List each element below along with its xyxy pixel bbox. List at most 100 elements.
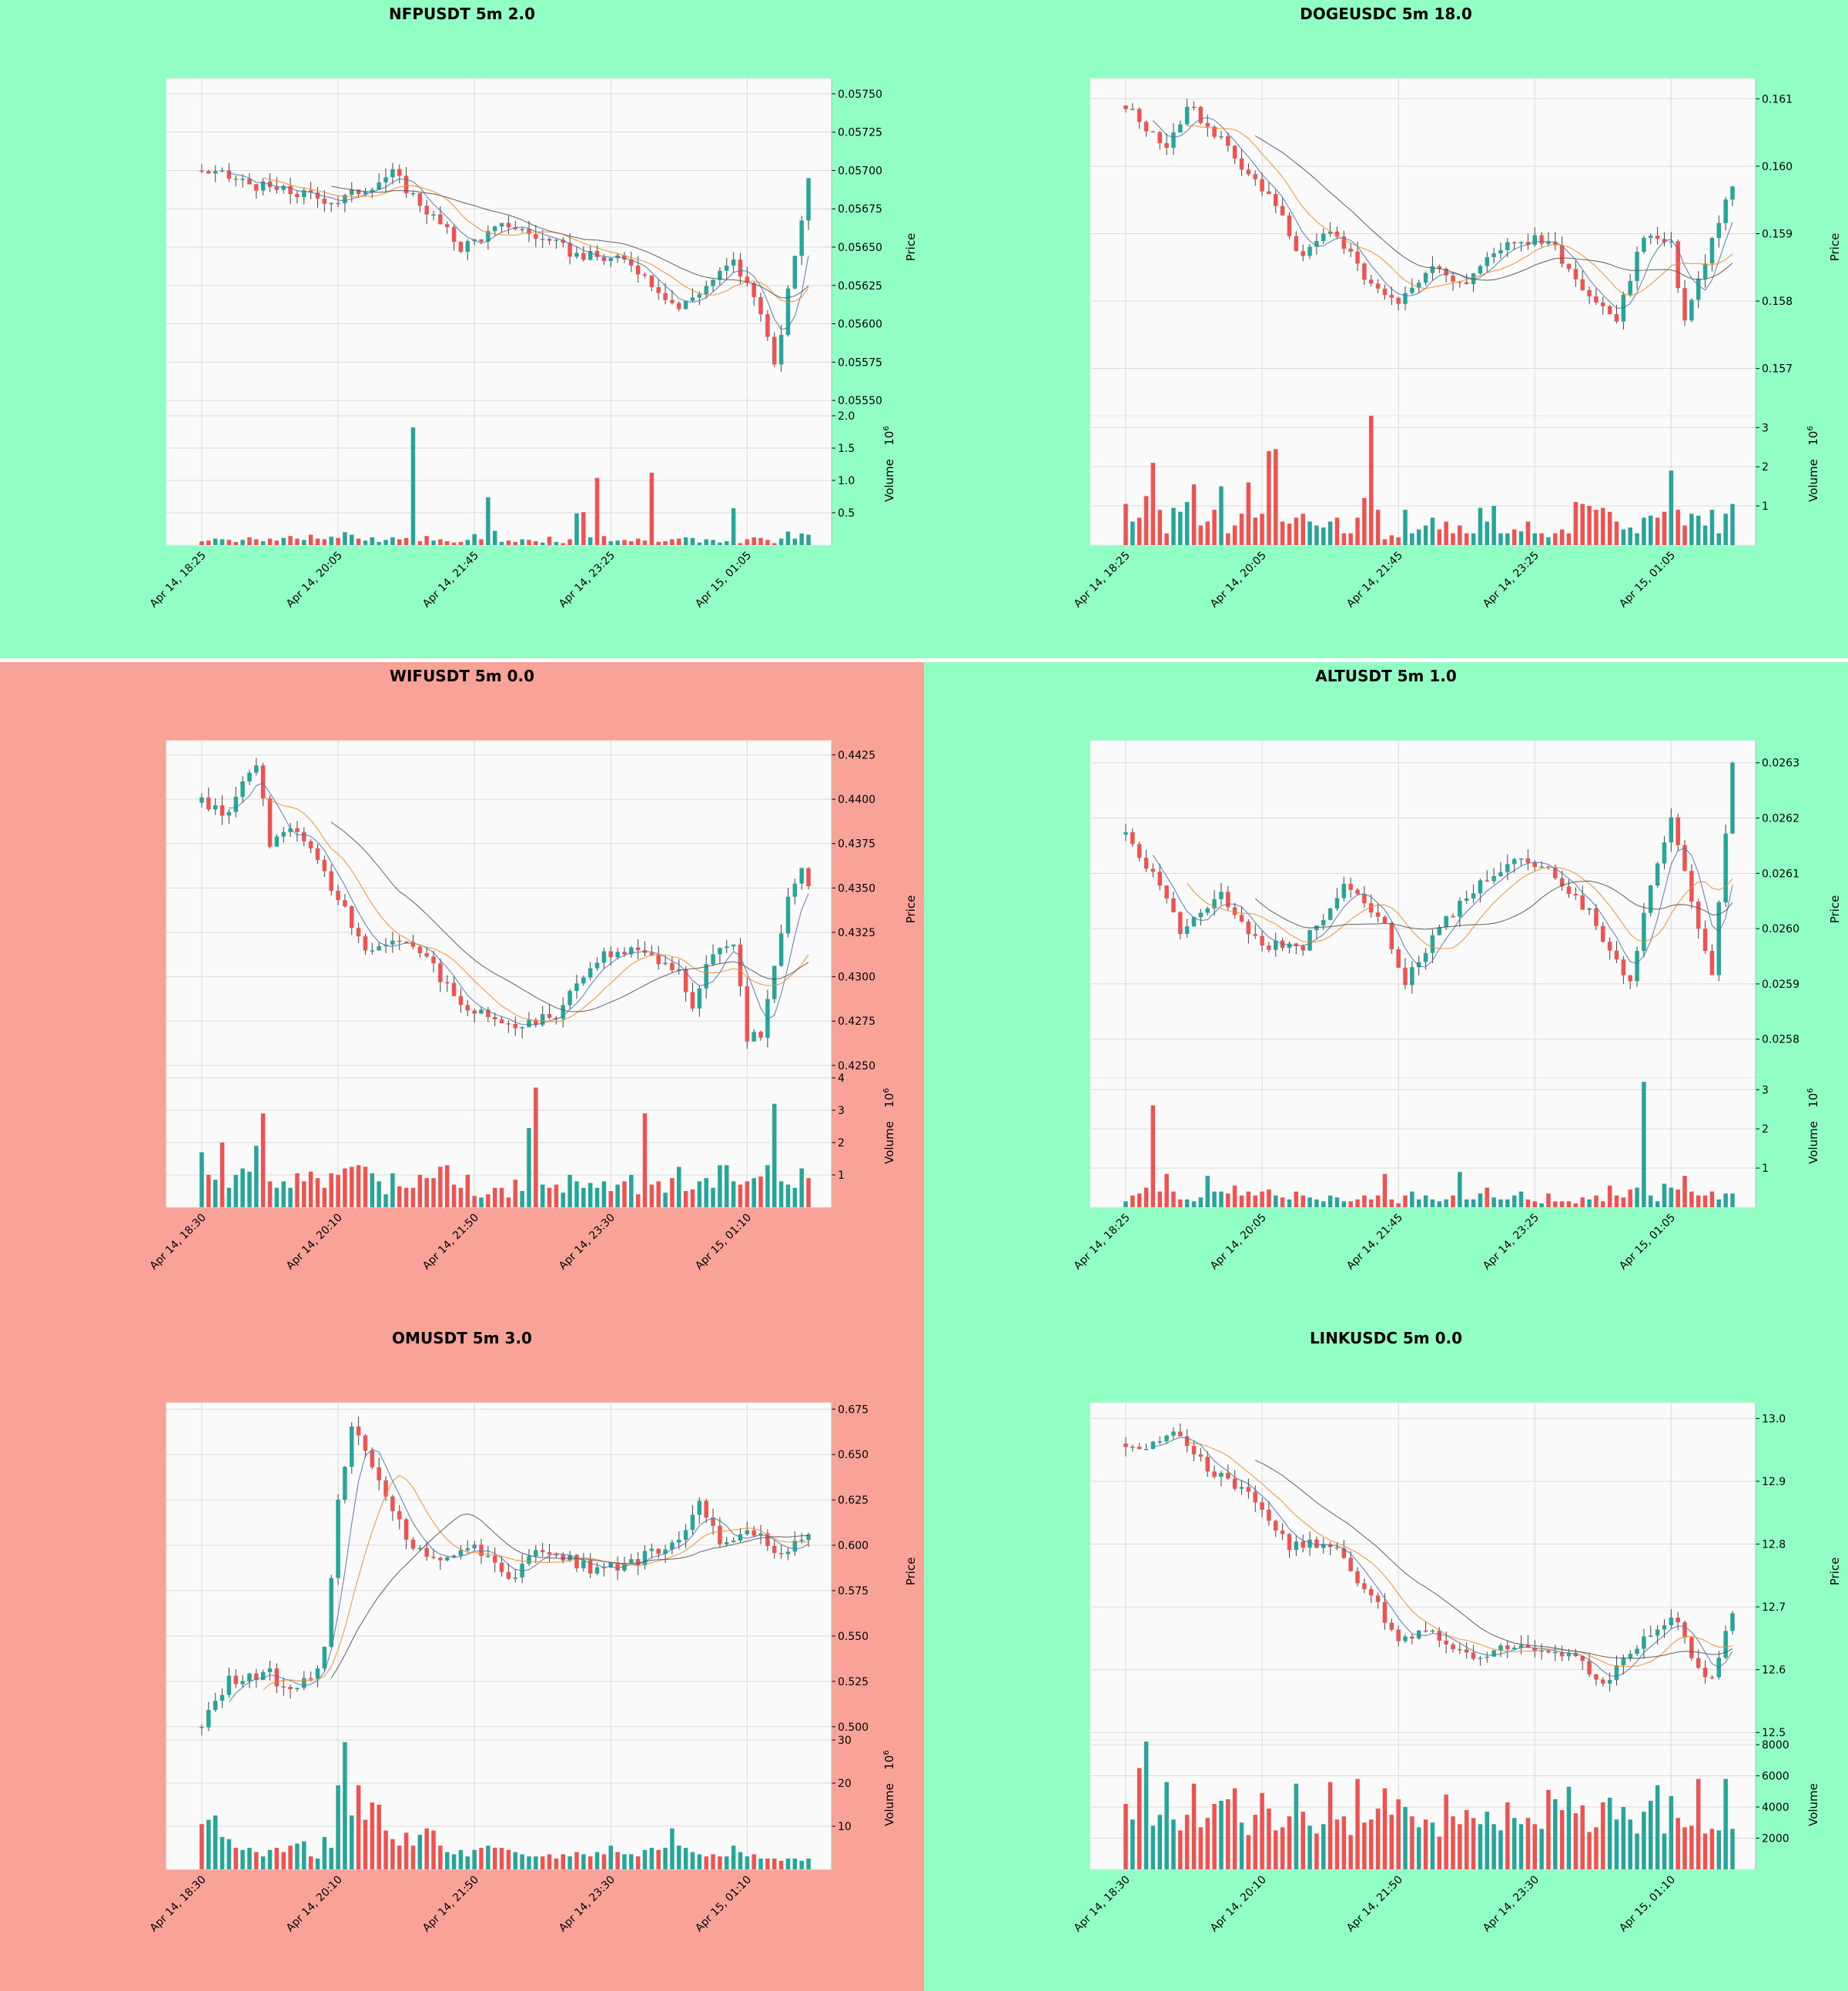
candle-body <box>1314 241 1319 247</box>
y-tick-label: 0.600 <box>838 1540 869 1552</box>
candle-body <box>629 259 634 266</box>
volume-exponent-label: 106 <box>1806 1088 1820 1107</box>
candle-body <box>1689 871 1694 902</box>
candle-body <box>438 214 443 225</box>
candle-body <box>561 1005 566 1019</box>
x-tick-label: Apr 15, 01:05 <box>693 550 754 611</box>
volume-bar <box>431 540 436 545</box>
volume-bar <box>1662 1833 1667 1869</box>
candle-body <box>731 259 736 266</box>
volume-bar <box>1205 521 1210 545</box>
volume-bar <box>527 1128 531 1207</box>
volume-bar <box>1178 1199 1183 1207</box>
volume-bar <box>1314 1199 1319 1207</box>
candle-body <box>1532 862 1537 868</box>
volume-bar <box>1368 1819 1374 1869</box>
volume-bar <box>1539 533 1544 545</box>
volume-bar <box>1451 1816 1455 1869</box>
candle-body <box>1396 297 1401 304</box>
candle-body <box>778 1553 784 1554</box>
y-tick-label: 0.4425 <box>838 749 875 761</box>
candle-body <box>792 256 798 289</box>
candle-body <box>1205 908 1210 913</box>
candle-body <box>527 1556 531 1564</box>
candle-body <box>288 186 293 194</box>
candle-body <box>1430 1630 1435 1632</box>
volume-bar <box>1485 1812 1490 1869</box>
volume-bar <box>410 1845 416 1869</box>
volume-bar <box>1287 1199 1292 1207</box>
candle-body <box>1294 943 1299 946</box>
candle-body <box>635 947 641 951</box>
volume-bar <box>1198 525 1204 545</box>
candle-body <box>1389 1622 1394 1630</box>
candle-body <box>267 798 273 847</box>
candle-body <box>1375 1595 1381 1602</box>
volume-bar <box>1607 511 1612 545</box>
volume-bar <box>704 1856 708 1869</box>
candlestick-chart: OMUSDT 5m 3.0 Apr 14, 18:30 Apr 14, 20:10 A… <box>148 1329 918 1935</box>
candle-body <box>567 1554 572 1561</box>
volume-bar <box>1164 1782 1169 1869</box>
volume-bar <box>1301 1812 1305 1869</box>
candle-body <box>499 223 504 227</box>
volume-bar <box>1232 1186 1237 1207</box>
candle-body <box>1451 275 1455 282</box>
candle-body <box>718 948 722 955</box>
candle-body <box>1219 136 1224 138</box>
volume-bar <box>792 1187 798 1207</box>
candle-body <box>1171 132 1176 148</box>
candle-body <box>397 1511 402 1520</box>
candle-body <box>1512 1648 1517 1650</box>
candle-body <box>567 243 572 257</box>
volume-bar <box>622 1854 627 1869</box>
volume-bar <box>322 1187 327 1207</box>
x-tick-label: Apr 14, 20:05 <box>284 550 345 611</box>
volume-bar <box>534 1856 538 1869</box>
volume-bar <box>1669 1187 1674 1207</box>
volume-bar <box>772 543 777 545</box>
candle-body <box>594 962 600 969</box>
volume-bar <box>1607 1186 1612 1207</box>
volume-bar <box>302 540 306 545</box>
volume-bar <box>615 1852 620 1869</box>
volume-bar <box>1260 514 1264 545</box>
volume-bar <box>458 1187 464 1207</box>
candle-body <box>390 169 395 178</box>
candle-body <box>1362 894 1367 904</box>
volume-bar <box>336 1785 340 1869</box>
volume-bar <box>1239 1195 1244 1207</box>
candle-body <box>1416 962 1421 968</box>
volume-bar <box>1280 1197 1285 1207</box>
volume-bar <box>772 1859 777 1869</box>
candle-body <box>1437 1630 1442 1641</box>
volume-bar <box>1505 1802 1510 1869</box>
volume-bar <box>1723 1779 1728 1869</box>
volume-bar <box>1410 533 1414 545</box>
candle-body <box>574 253 579 257</box>
candle-body <box>1184 926 1190 934</box>
candle-body <box>1287 1534 1292 1551</box>
candle-body <box>1491 253 1496 257</box>
candle-body <box>1219 1473 1224 1477</box>
volume-bar <box>363 540 368 545</box>
candle-body <box>1478 266 1483 274</box>
candle-body <box>1321 919 1326 926</box>
candle-body <box>343 900 347 907</box>
y-tick-label: 0.625 <box>838 1494 869 1507</box>
volume-bar <box>520 539 524 545</box>
candle-body <box>288 1686 293 1689</box>
candle-body <box>350 906 354 929</box>
candle-body <box>397 940 402 942</box>
candle-body <box>1143 1448 1149 1451</box>
volume-bar <box>1628 527 1632 545</box>
candle-body <box>745 1530 750 1534</box>
candle-body <box>1239 915 1244 922</box>
chart-title: NFPUSDT 5m 2.0 <box>389 5 535 23</box>
volume-tick-label: 2.0 <box>838 410 855 423</box>
volume-bar <box>329 1173 333 1207</box>
candle-body <box>1130 109 1135 110</box>
volume-bar <box>458 541 464 545</box>
volume-bar <box>1539 1203 1544 1207</box>
